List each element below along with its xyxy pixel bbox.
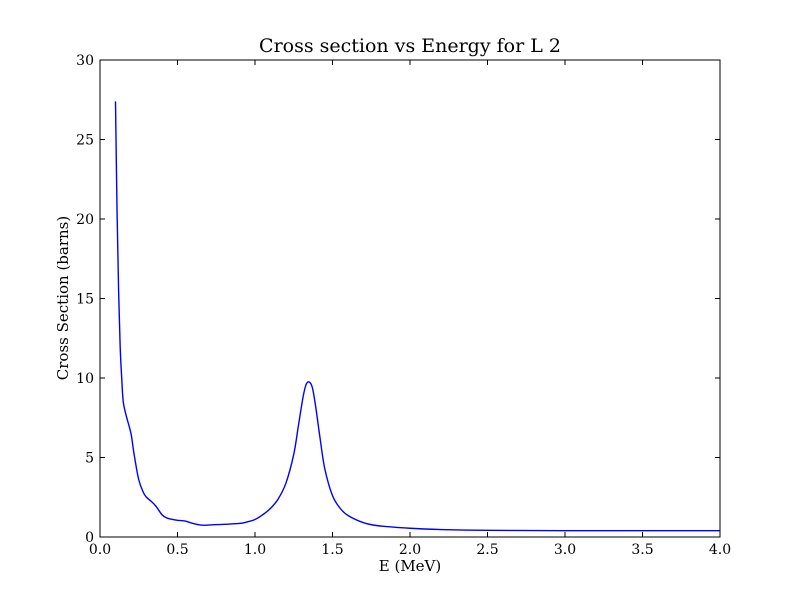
y-tick-label: 0 xyxy=(85,530,94,546)
chart-title: Cross section vs Energy for L 2 xyxy=(259,35,561,57)
x-tick-label: 3.5 xyxy=(631,542,653,558)
x-tick-label: 4.0 xyxy=(709,542,731,558)
x-tick-label: 2.5 xyxy=(476,542,498,558)
y-axis-label: Cross Section (barns) xyxy=(54,216,72,380)
y-tick-label: 30 xyxy=(76,53,94,69)
x-axis-label: E (MeV) xyxy=(379,557,442,575)
x-tick-label: 1.0 xyxy=(244,542,266,558)
y-tick-label: 20 xyxy=(76,212,94,228)
y-tick-label: 10 xyxy=(76,371,94,387)
x-tick-label: 0.5 xyxy=(166,542,188,558)
y-tick-label: 15 xyxy=(76,292,94,308)
x-tick-label: 2.0 xyxy=(399,542,421,558)
series-line-0 xyxy=(114,101,720,532)
y-tick-label: 25 xyxy=(76,133,94,149)
x-tick-label: 3.0 xyxy=(554,542,576,558)
x-tick-label: 1.5 xyxy=(321,542,343,558)
x-tick-label: 0.0 xyxy=(89,542,111,558)
y-tick-label: 5 xyxy=(85,451,94,467)
